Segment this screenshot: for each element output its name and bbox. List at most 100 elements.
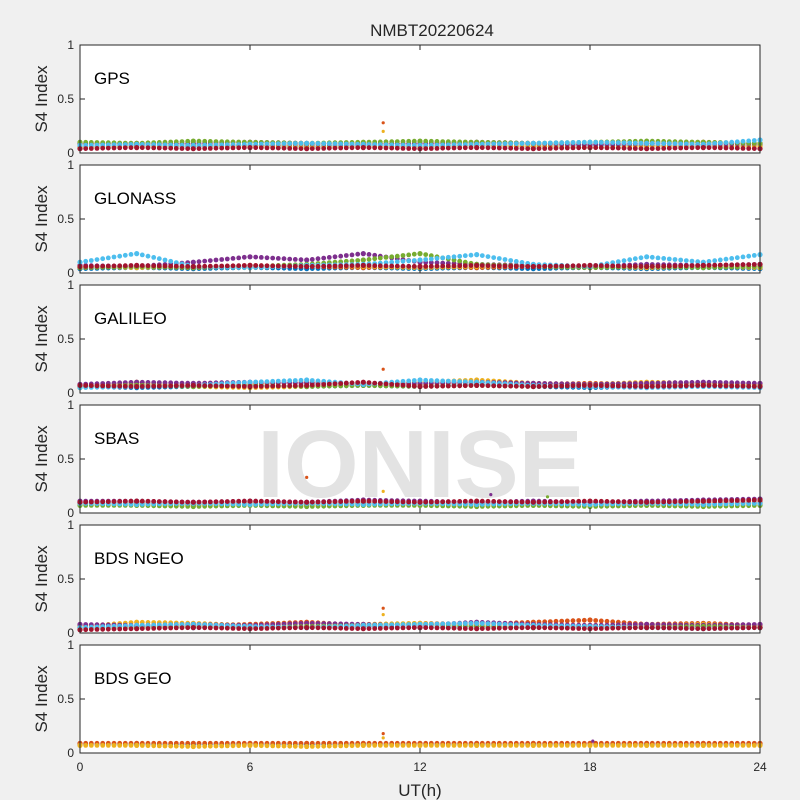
panel-name-label: BDS NGEO [94,549,184,568]
data-point [547,625,553,631]
data-point [287,378,293,384]
data-point [530,625,536,631]
data-point [508,383,514,389]
data-point [542,140,548,146]
data-point [298,141,304,146]
data-point [632,263,638,269]
data-point [621,383,627,389]
data-point [394,743,400,748]
data-point [423,621,429,627]
data-point [712,743,718,748]
data-point [678,141,684,147]
data-point [723,145,729,151]
data-point [292,625,298,631]
data-point [542,146,548,151]
data-point [190,146,196,152]
data-point [615,743,621,748]
data-point [530,263,536,270]
data-point [723,380,729,385]
data-point [644,742,650,749]
data-point [695,743,701,748]
data-point [683,258,689,263]
data-point [706,501,712,507]
plot-area [80,405,760,513]
data-point [196,259,202,265]
data-point [479,141,485,147]
data-point [502,141,508,147]
data-point [746,743,752,748]
data-point [247,254,253,260]
data-point [587,262,593,268]
data-point [644,146,650,152]
data-point [236,255,242,261]
data-point [88,146,94,151]
data-point [230,263,236,269]
data-point [275,499,281,505]
data-point [202,499,208,505]
data-point [338,141,344,147]
data-point [445,145,451,151]
data-point [83,264,89,269]
y-axis-label: S4 Index [32,305,51,373]
data-point [508,145,514,151]
data-point [666,625,672,631]
data-point [751,625,757,631]
data-point [349,626,355,631]
data-point [598,383,604,389]
data-point [462,253,468,259]
data-point [496,621,502,627]
data-point [610,383,616,389]
data-point [632,383,638,389]
data-point [275,145,281,151]
data-point [151,383,157,389]
data-point [315,146,321,151]
data-point [145,263,151,269]
data-point [706,259,712,264]
data-point [598,626,604,631]
data-point [661,499,667,505]
data-point [372,252,378,258]
data-point [581,626,587,631]
data-point [389,263,395,269]
data-point [451,378,457,384]
data-point [411,138,417,144]
data-point [700,262,706,268]
data-point [678,145,684,151]
y-axis-label: S4 Index [32,425,51,493]
data-point [661,625,667,631]
panel-name-label: BDS GEO [94,669,171,688]
data-point [491,263,497,269]
data-point [162,263,168,269]
data-point [275,383,281,389]
data-point [508,263,514,269]
data-point [627,625,633,631]
data-point [332,263,338,269]
data-point [729,383,735,389]
data-point [258,498,264,504]
spike-point [545,495,550,499]
data-point [185,264,191,269]
data-point [638,743,644,748]
data-point [168,499,174,505]
data-point [717,140,723,146]
data-point [712,498,718,504]
data-point [451,625,457,631]
data-point [672,625,678,631]
data-point [434,263,440,269]
data-point [638,140,644,146]
data-point [638,255,644,261]
data-point [349,141,355,147]
data-point [94,743,100,748]
data-point [615,499,621,505]
data-point [151,380,157,385]
data-point [122,626,128,632]
data-point [508,743,514,748]
data-point [411,499,417,505]
data-point [564,618,570,624]
data-point [139,252,145,258]
data-point [751,497,757,503]
data-point [190,263,196,270]
data-point [338,499,344,504]
data-point [309,499,315,505]
